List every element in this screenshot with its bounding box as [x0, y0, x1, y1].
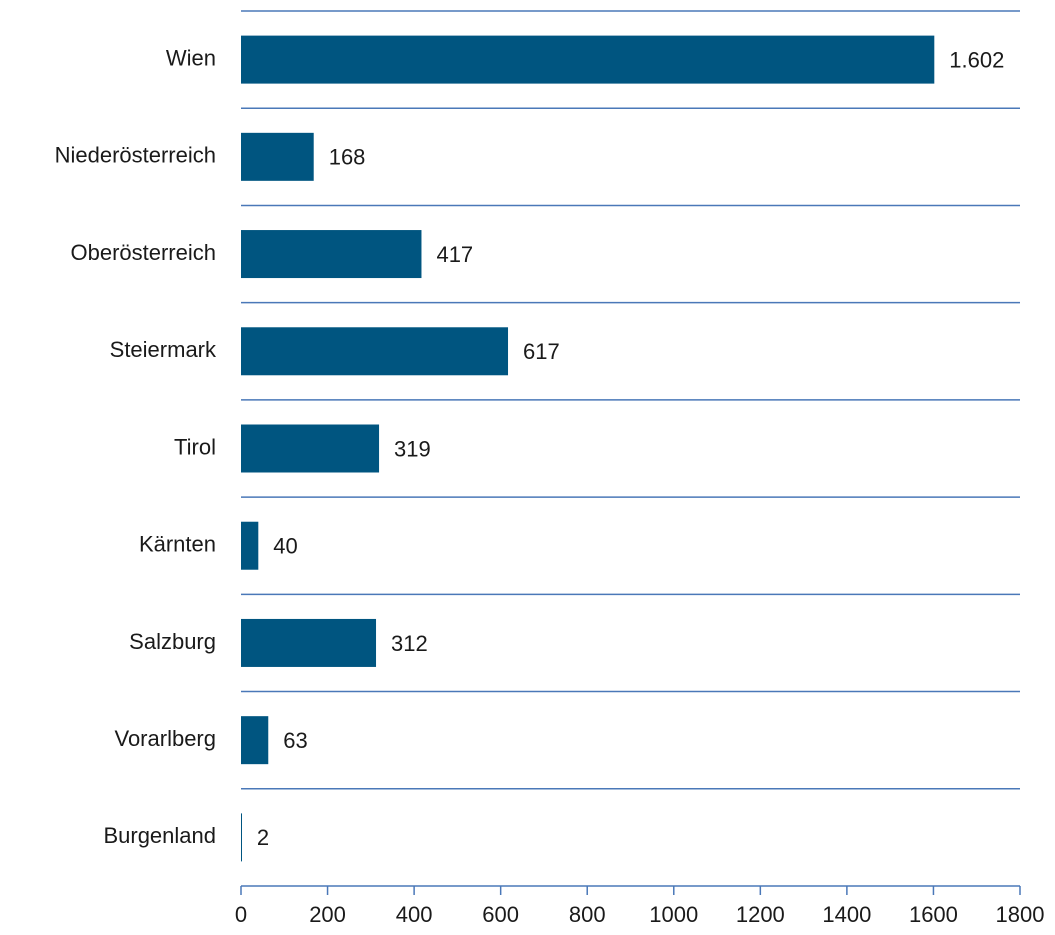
value-label: 617 — [523, 339, 560, 364]
bar — [241, 618, 377, 667]
value-label: 417 — [436, 242, 473, 267]
category-label: Tirol — [174, 434, 216, 459]
bar — [241, 327, 509, 376]
value-label: 319 — [394, 436, 431, 461]
x-tick-label: 1000 — [649, 902, 698, 927]
x-tick-label: 0 — [235, 902, 247, 927]
x-tick-label: 1400 — [822, 902, 871, 927]
value-label: 1.602 — [949, 47, 1004, 72]
category-label: Salzburg — [129, 629, 216, 654]
value-label: 312 — [391, 631, 428, 656]
bar — [241, 813, 242, 862]
category-label: Kärnten — [139, 532, 216, 557]
value-label: 2 — [257, 825, 269, 850]
value-label: 168 — [329, 145, 366, 170]
value-label: 63 — [283, 728, 307, 753]
x-tick-label: 800 — [569, 902, 606, 927]
value-label: 40 — [273, 534, 297, 559]
x-tick-label: 400 — [396, 902, 433, 927]
category-label: Vorarlberg — [114, 726, 216, 751]
category-label: Niederösterreich — [55, 143, 216, 168]
bar — [241, 521, 259, 570]
x-tick-label: 1600 — [909, 902, 958, 927]
category-label: Oberösterreich — [70, 240, 216, 265]
x-tick-label: 1200 — [736, 902, 785, 927]
x-tick-label: 200 — [309, 902, 346, 927]
bar — [241, 132, 314, 181]
x-tick-label: 600 — [482, 902, 519, 927]
category-label: Steiermark — [110, 337, 217, 362]
bar — [241, 424, 380, 473]
bar — [241, 35, 935, 84]
category-label: Wien — [166, 45, 216, 70]
x-tick-label: 1800 — [996, 902, 1045, 927]
category-label: Burgenland — [103, 823, 216, 848]
bar — [241, 230, 422, 279]
bar — [241, 716, 269, 765]
